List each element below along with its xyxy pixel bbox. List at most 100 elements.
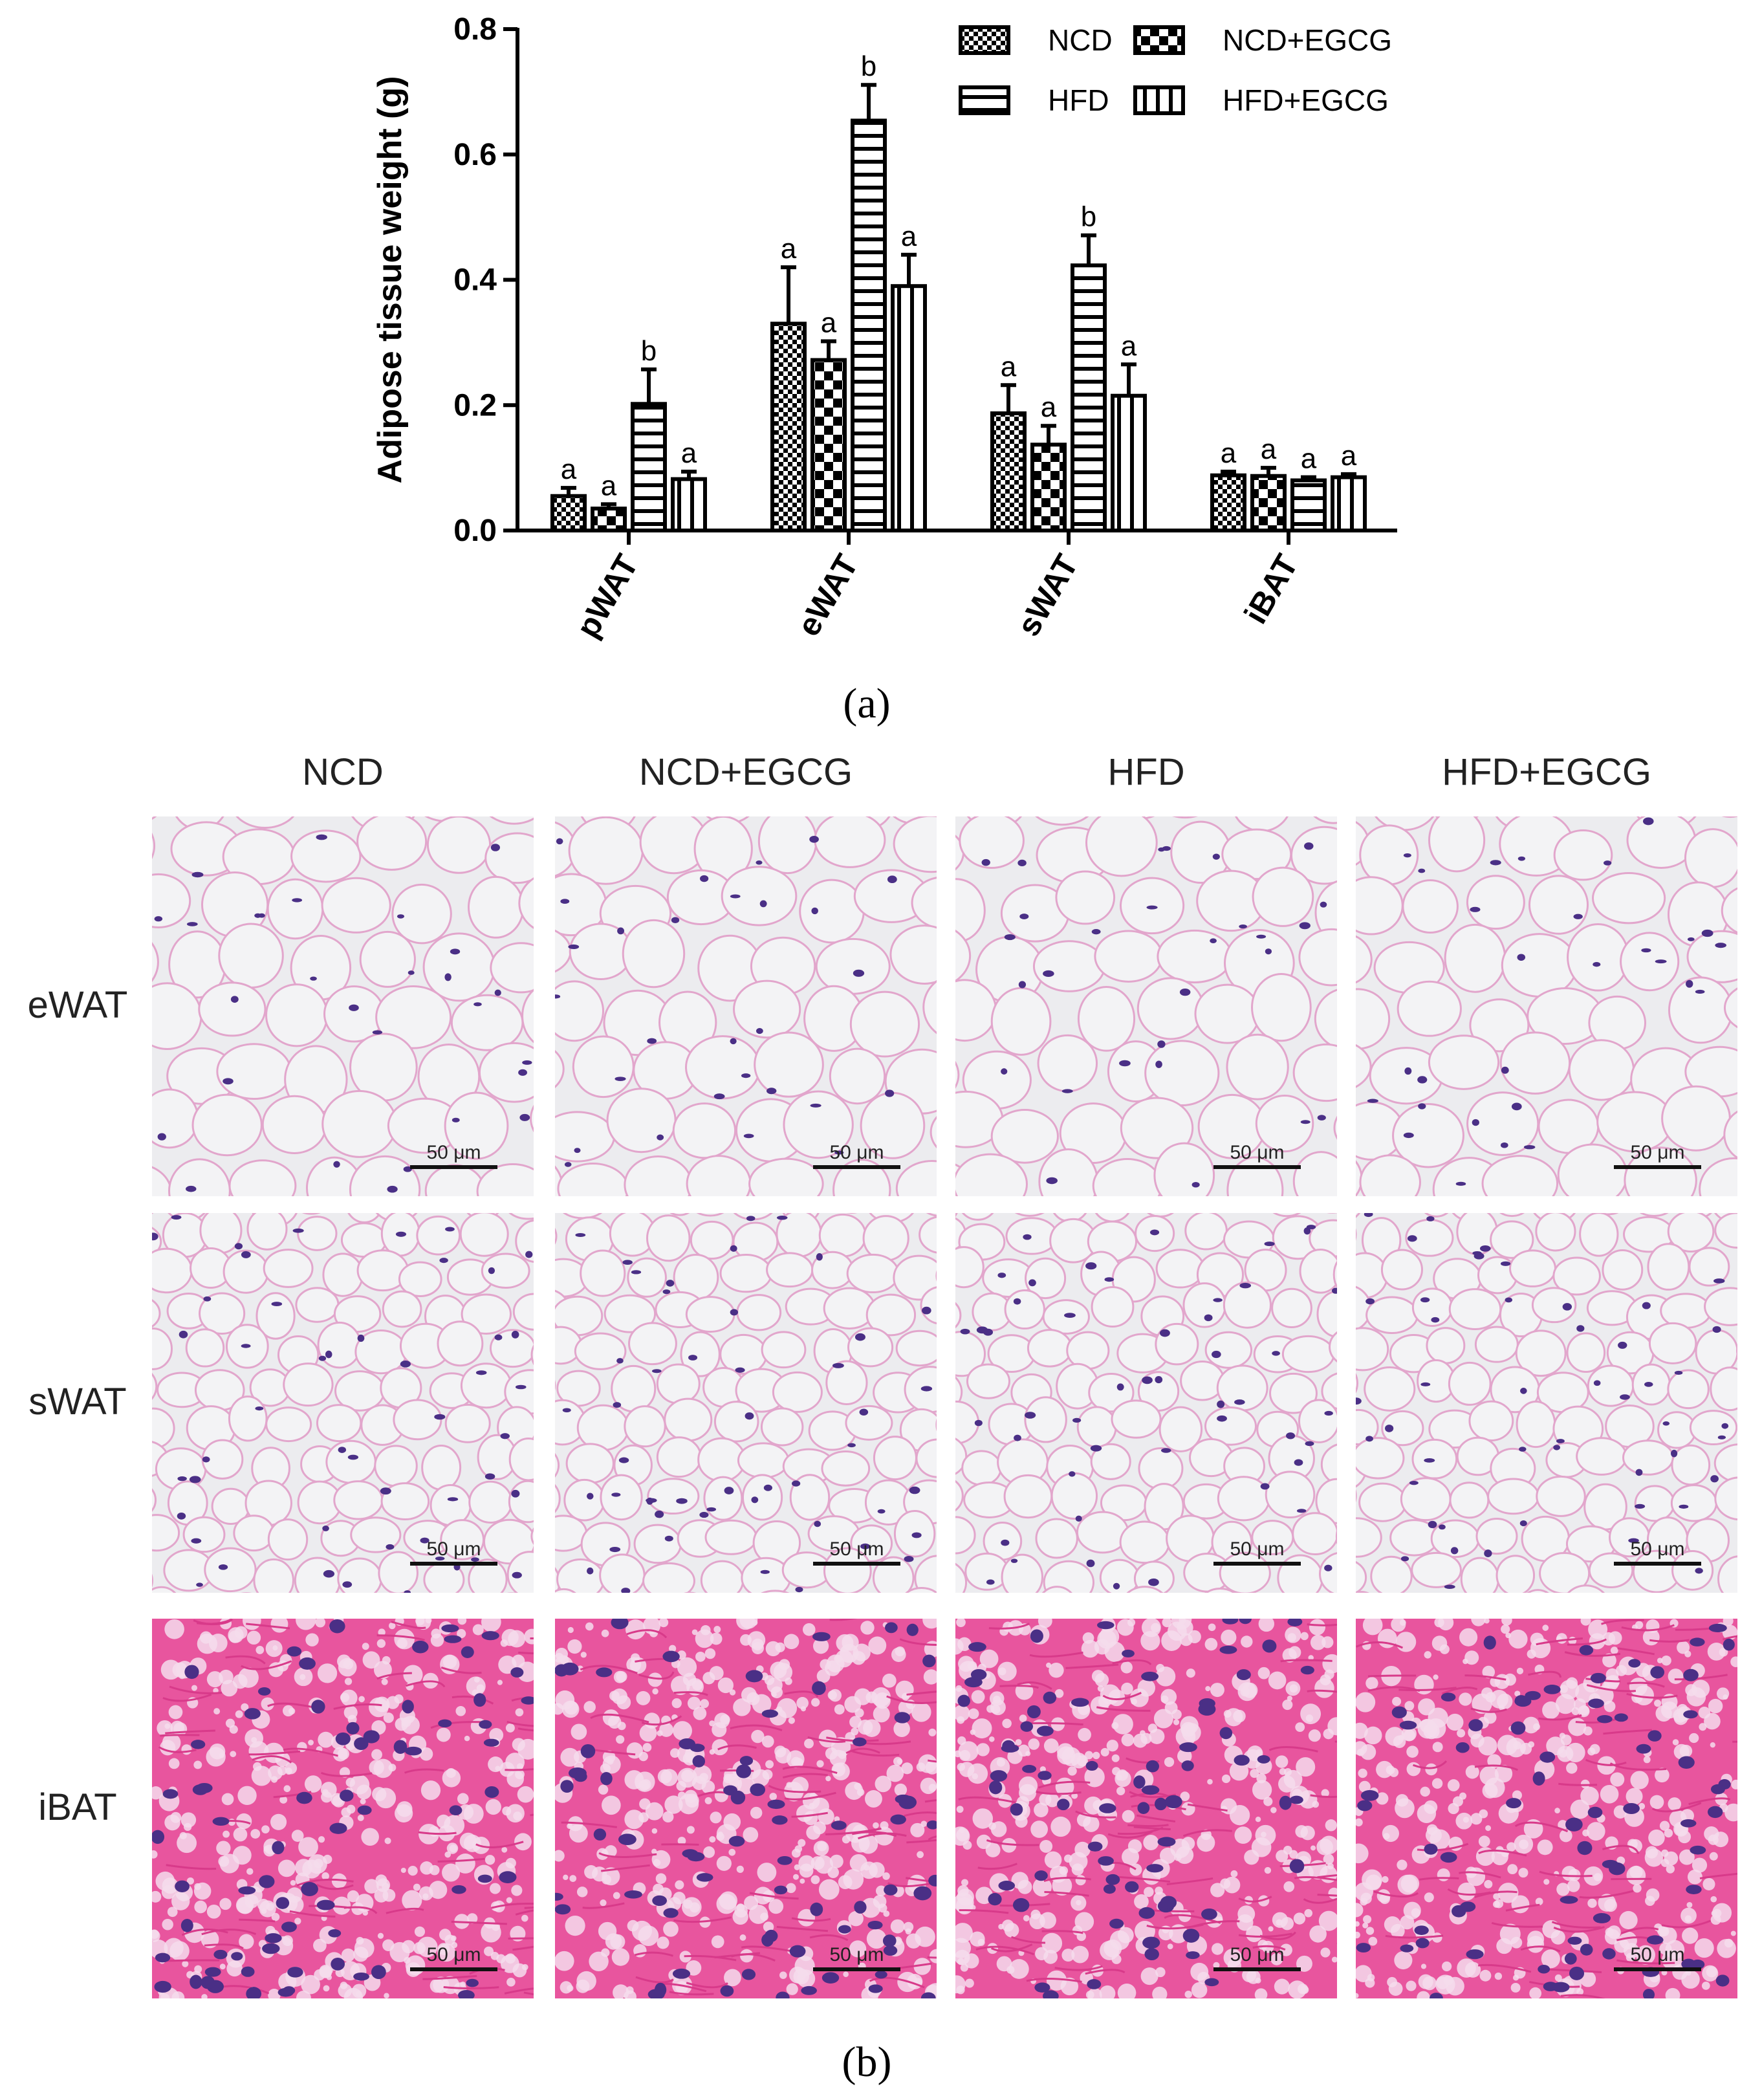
bar (1250, 474, 1287, 532)
scale-bar-label: 50 μm (829, 1944, 884, 1965)
legend-swatch (1133, 85, 1185, 115)
significance-letter: a (1301, 443, 1317, 475)
scale-bar-line (813, 1967, 900, 1971)
scale-bar: 50 μm (1614, 1540, 1701, 1566)
bar (851, 118, 887, 532)
bar (1210, 473, 1246, 532)
micrograph-row-label: eWAT (27, 983, 128, 1026)
bar (631, 402, 667, 532)
micrograph-image: 50 μm (152, 1213, 534, 1593)
bar (671, 477, 707, 532)
legend-label: HFD+EGCG (1223, 83, 1389, 117)
bar (591, 507, 627, 532)
micrograph-image: 50 μm (1356, 1619, 1737, 1998)
scale-bar-label: 50 μm (1230, 1538, 1285, 1560)
y-tick-label: 0.8 (453, 12, 497, 47)
scale-bar-label: 50 μm (1230, 1142, 1285, 1163)
scale-bar: 50 μm (813, 1143, 900, 1169)
x-tick-label: sWAT (1010, 549, 1085, 642)
scale-bar: 50 μm (1213, 1540, 1301, 1566)
bar (1290, 478, 1327, 532)
significance-letter: b (861, 50, 876, 82)
micrograph-image: 50 μm (555, 1213, 937, 1593)
scale-bar: 50 μm (1614, 1143, 1701, 1169)
x-tick-label: pWAT (569, 549, 645, 644)
bar (550, 494, 587, 532)
scale-bar: 50 μm (1614, 1945, 1701, 1971)
scale-bar-label: 50 μm (426, 1944, 481, 1965)
scale-bar-line (1614, 1967, 1701, 1971)
significance-letter: a (781, 233, 797, 265)
scale-bar: 50 μm (813, 1945, 900, 1971)
scale-bar-line (813, 1165, 900, 1169)
scale-bar-line (410, 1967, 497, 1971)
bar (770, 322, 807, 532)
scale-bar-label: 50 μm (426, 1538, 481, 1560)
scale-bar-line (410, 1562, 497, 1566)
bar (891, 284, 927, 532)
panel-a-label: (a) (843, 680, 891, 727)
scale-bar-line (1213, 1165, 1301, 1169)
significance-letter: b (1081, 201, 1096, 233)
significance-letter: a (561, 454, 577, 485)
significance-letter: b (641, 335, 657, 367)
scale-bar: 50 μm (410, 1540, 497, 1566)
micrograph-image: 50 μm (1356, 816, 1737, 1196)
significance-letter: a (1221, 437, 1237, 469)
scale-bar-line (1213, 1562, 1301, 1566)
significance-letter: a (1001, 351, 1017, 382)
significance-letter: a (1121, 330, 1137, 362)
micrograph-image: 50 μm (555, 1619, 937, 1998)
significance-letter: a (1041, 391, 1057, 423)
bar (810, 358, 847, 532)
micrograph-row-label: sWAT (28, 1380, 127, 1423)
scale-bar: 50 μm (410, 1143, 497, 1169)
scale-bar-label: 50 μm (829, 1142, 884, 1163)
significance-letter: a (901, 221, 917, 252)
legend-swatch (1133, 25, 1185, 55)
significance-letter: a (1341, 440, 1357, 472)
panel-b-label: (b) (842, 2039, 892, 2086)
bar (1071, 263, 1107, 532)
legend-label: NCD (1048, 23, 1113, 57)
micrograph-image: 50 μm (555, 816, 937, 1196)
significance-letter: a (681, 437, 697, 469)
scale-bar-label: 50 μm (829, 1538, 884, 1560)
micrograph-column-label: NCD+EGCG (638, 751, 853, 793)
scale-bar-line (410, 1165, 497, 1169)
scale-bar-label: 50 μm (1630, 1142, 1685, 1163)
significance-letter: a (1261, 433, 1277, 465)
micrograph-image: 50 μm (955, 1619, 1337, 1998)
bar (1111, 393, 1147, 532)
legend-label: HFD (1048, 83, 1109, 117)
scale-bar-label: 50 μm (1230, 1944, 1285, 1965)
micrograph-image: 50 μm (1356, 1213, 1737, 1593)
y-tick-label: 0.6 (453, 138, 497, 172)
bar (1331, 475, 1367, 532)
micrograph-image: 50 μm (152, 1619, 534, 1998)
bar (1030, 443, 1067, 532)
micrograph-column-label: HFD+EGCG (1442, 751, 1651, 793)
y-axis-label: Adipose tissue weight (g) (371, 76, 409, 484)
y-tick-label: 0.2 (453, 388, 497, 422)
scale-bar-label: 50 μm (1630, 1538, 1685, 1560)
x-tick-label: eWAT (790, 549, 865, 642)
bar-chart: 0.0 0.2 0.4 0.6 0.8 Adipose tissue weight (g)… (371, 12, 1397, 644)
legend-swatch (959, 85, 1010, 115)
scale-bar-line (1614, 1562, 1701, 1566)
bar (990, 411, 1027, 532)
scale-bar-label: 50 μm (1630, 1944, 1685, 1965)
micrograph-column-label: HFD (1107, 751, 1185, 793)
micrograph-image: 50 μm (955, 1213, 1337, 1593)
scale-bar: 50 μm (1213, 1945, 1301, 1971)
micrograph-image: 50 μm (152, 816, 534, 1196)
micrograph-image: 50 μm (955, 816, 1337, 1196)
micrograph-column-label: NCD (302, 751, 384, 793)
y-tick-label: 0.0 (453, 514, 497, 548)
scale-bar: 50 μm (1213, 1143, 1301, 1169)
y-tick-label: 0.4 (453, 263, 497, 298)
scale-bar-line (813, 1562, 900, 1566)
legend-label: NCD+EGCG (1223, 23, 1392, 57)
x-tick-label: iBAT (1237, 549, 1305, 630)
significance-letter: a (601, 470, 617, 501)
